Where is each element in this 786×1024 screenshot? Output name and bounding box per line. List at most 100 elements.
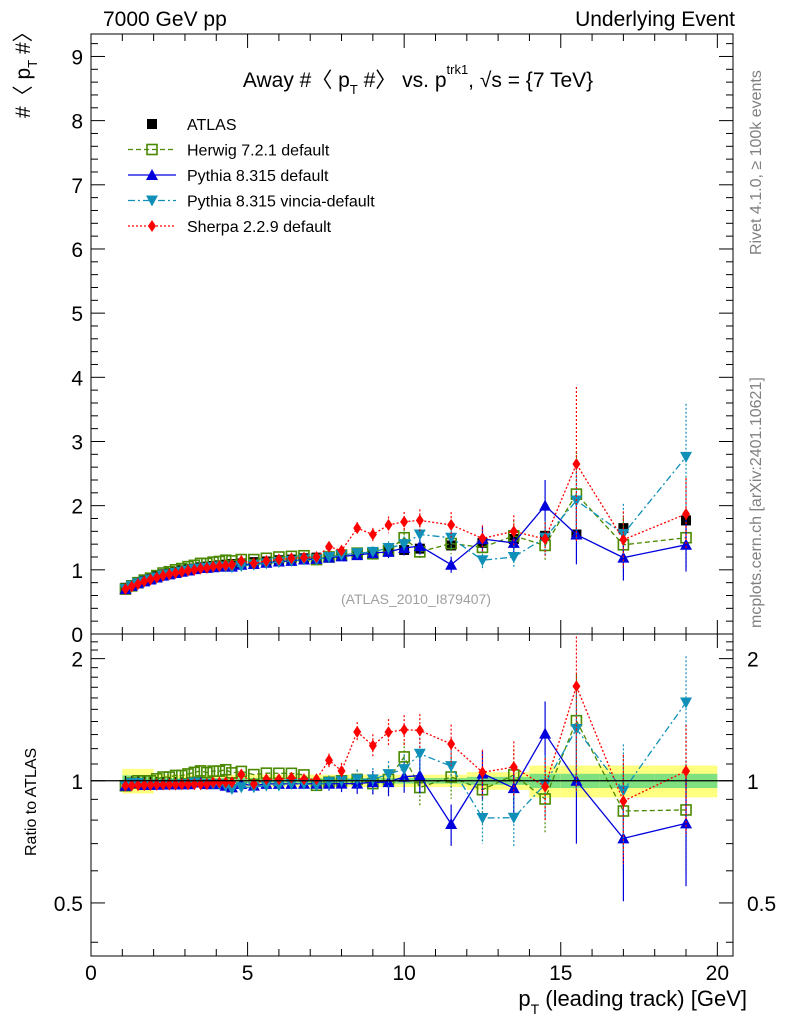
ratio-point [382,769,395,781]
header-left: 7000 GeV pp [103,8,227,31]
ratio-point [159,778,168,791]
data-point [445,532,458,544]
y-tick-label: 6 [71,239,83,262]
ratio-tick-label-right: 2 [747,649,759,672]
data-point [127,580,136,593]
ratio-point [260,780,273,792]
ratio-point [140,779,149,792]
y-tick-label: 8 [71,111,83,134]
ratio-point [285,778,298,790]
xlabel-rest: (leading track) [GeV] [539,986,747,1011]
ratio-point [619,795,628,808]
y-tick-label: 7 [71,175,83,198]
ratio-point [507,812,520,824]
x-tick-label: 10 [392,962,415,985]
ratio-point [398,764,411,776]
y-axis-label-ratio: Ratio to ATLAS [23,748,40,856]
ratio-point [478,766,487,779]
ratio-point [127,779,136,792]
ratio-point [165,778,174,791]
legend-marker [146,143,158,156]
ratio-point [146,778,155,791]
chart-title: Away #〈 pT #〉 vs. ptrk1, √s = {7 TeV} [243,62,593,97]
x-tick-label: 15 [549,962,572,985]
y-tick-label: 5 [71,303,83,326]
ratio-point [299,773,308,786]
data-point [337,544,346,557]
data-point [507,536,520,548]
legend-label: Sherpa 2.2.9 default [187,219,332,236]
legend-entry-vincia: Pythia 8.315 vincia-default [128,194,375,211]
ratio-point [680,817,693,829]
data-point [413,529,426,541]
legend-marker [147,119,157,129]
data-point [509,525,518,538]
data-point [140,575,149,588]
data-point [325,540,334,553]
data-point [572,457,581,470]
title-sup-trk1: trk1 [447,62,469,77]
data-point [237,554,246,567]
legend-label: ATLAS [187,117,237,134]
y-tick-label: 2 [71,496,83,519]
x-axis-label: pT (leading track) [GeV] [518,986,747,1017]
ratio-plot-frame [90,633,734,957]
series-atlas [120,515,692,593]
data-point [682,508,691,520]
ratio-point [398,751,410,763]
ratio-point [207,765,219,777]
ratio-point [201,766,213,779]
series-pythia [119,479,693,595]
data-point [445,558,458,570]
ratio-point [507,782,520,794]
ratio-point [366,774,379,786]
ratio-point [337,765,346,778]
data-point [221,559,230,572]
data-point [133,577,142,590]
rivet-label: Rivet 4.1.0, ≥ 100k events [748,70,765,255]
data-point [287,552,296,565]
data-point [227,558,236,571]
ratio-point [235,782,248,794]
x-tick-label: 5 [242,962,254,985]
mcplots-label: mcplots.cern.ch [arXiv:2401.10621] [748,377,765,628]
ratio-tick-label: 0.5 [54,893,83,916]
y-tick-label: 1 [71,560,83,583]
ratio-point [445,817,458,829]
data-point [262,554,271,567]
legend-entry-sherpa: Sherpa 2.2.9 default [128,219,332,236]
xlabel-sub: T [531,1001,540,1017]
data-point [619,533,628,546]
y-tick-label: 4 [71,367,83,390]
y-tick-label: 3 [71,431,83,454]
legend-label: Pythia 8.315 default [187,168,329,185]
ratio-tick-label: 1 [71,771,83,794]
ratio-point [219,763,232,776]
ratio-point [368,739,377,752]
ratio-series-sherpa [121,634,691,864]
ratio-point [384,726,393,739]
series-sherpa [121,386,691,596]
ratio-tick-label-right: 0.5 [747,893,776,916]
ylabel-post: #〉 [12,21,35,60]
ratio-point [351,774,364,786]
ratio-point [152,778,161,791]
data-point [323,551,336,563]
legend-entry-pythia: Pythia 8.315 default [128,168,329,185]
ratio-point [209,776,218,789]
data-point [159,569,168,582]
ratio-point [225,784,238,796]
data-point [447,518,456,531]
data-point [177,565,186,578]
y-tick-label: 0 [71,624,83,647]
data-point [507,551,520,563]
ylabel-sub: T [25,60,40,68]
data-point [312,550,321,563]
ratio-point [312,773,321,786]
ratio-point [272,780,285,792]
data-point [202,561,211,574]
ratio-point [572,680,581,693]
data-point [196,562,205,575]
data-point [209,560,218,573]
